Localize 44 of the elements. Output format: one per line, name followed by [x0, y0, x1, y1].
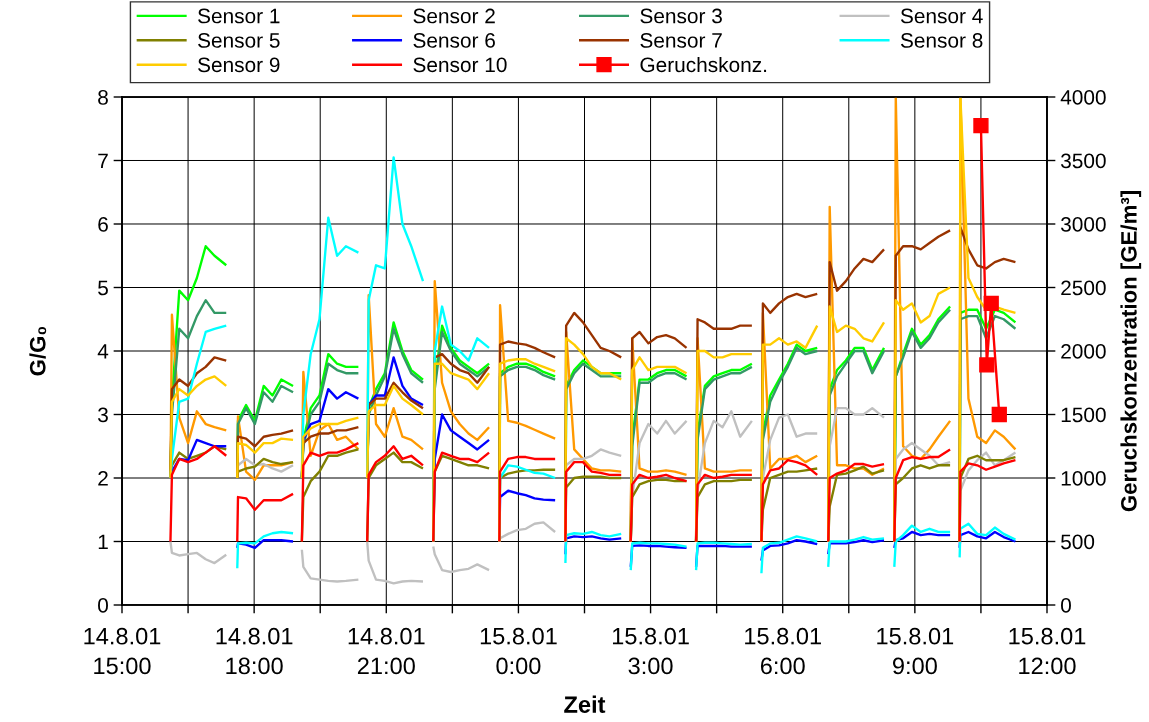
legend-label: Sensor 3 — [640, 8, 722, 24]
x-tick-label: 15.8.01 9:00 — [877, 627, 954, 675]
legend-label: Sensor 5 — [198, 33, 280, 48]
point — [979, 357, 995, 373]
point — [991, 406, 1007, 423]
legend-label: Sensor 8 — [900, 33, 983, 48]
y2-tick-label: 2500 — [1061, 280, 1106, 296]
legend-label: Sensor 7 — [640, 33, 722, 48]
y-tick-label: 2 — [98, 471, 108, 486]
y-tick-label: 7 — [98, 153, 108, 169]
y2-tick-label: 2000 — [1061, 344, 1106, 359]
y-tick-label: 1 — [98, 534, 108, 550]
y2-tick-label: 0 — [1061, 598, 1071, 613]
y2-tick-label: 1000 — [1061, 471, 1106, 486]
y2-tick-label: 4000 — [1060, 90, 1106, 105]
x-tick-label: 14.8.01 15:00 — [84, 627, 161, 675]
y-tick-label: 6 — [98, 217, 108, 232]
x-tick-label: 15.8.01 6:00 — [745, 627, 821, 675]
y2-axis-title: Geruchskonzentration [GE/m³] — [1120, 191, 1142, 512]
legend-label: Sensor 6 — [413, 33, 495, 48]
x-tick-label: 15.8.01 12:00 — [1009, 627, 1086, 675]
x-tick-label: 14.8.01 21:00 — [348, 627, 425, 675]
y-tick-label: 3 — [98, 407, 108, 423]
legend-label: Sensor 4 — [900, 8, 983, 24]
x-axis-title: Zeit — [564, 695, 606, 713]
y2-tick-label: 500 — [1061, 534, 1095, 550]
point — [973, 117, 989, 134]
y2-tick-label: 1500 — [1061, 407, 1106, 423]
legend-label: Geruchskonz. — [640, 56, 767, 73]
legend-label: Sensor 1 — [198, 8, 280, 24]
legend-label: Sensor 9 — [198, 57, 280, 73]
x-tick-label: 15.8.01 3:00 — [612, 627, 689, 675]
y-tick-label: 0 — [98, 598, 108, 613]
y-tick-label: 5 — [98, 280, 108, 296]
point — [983, 295, 999, 312]
y-tick-label: 4 — [97, 344, 109, 359]
x-tick-label: 15.8.01 0:00 — [480, 627, 557, 675]
y2-tick-label: 3500 — [1060, 153, 1106, 169]
y2-tick-label: 3000 — [1060, 217, 1106, 232]
legend-label: Sensor 10 — [413, 57, 507, 73]
y-axis-title: G/G₀ — [29, 326, 47, 376]
y-tick-label: 8 — [98, 90, 108, 105]
legend-label: Sensor 2 — [413, 8, 495, 24]
x-tick-label: 14.8.01 18:00 — [216, 627, 293, 675]
